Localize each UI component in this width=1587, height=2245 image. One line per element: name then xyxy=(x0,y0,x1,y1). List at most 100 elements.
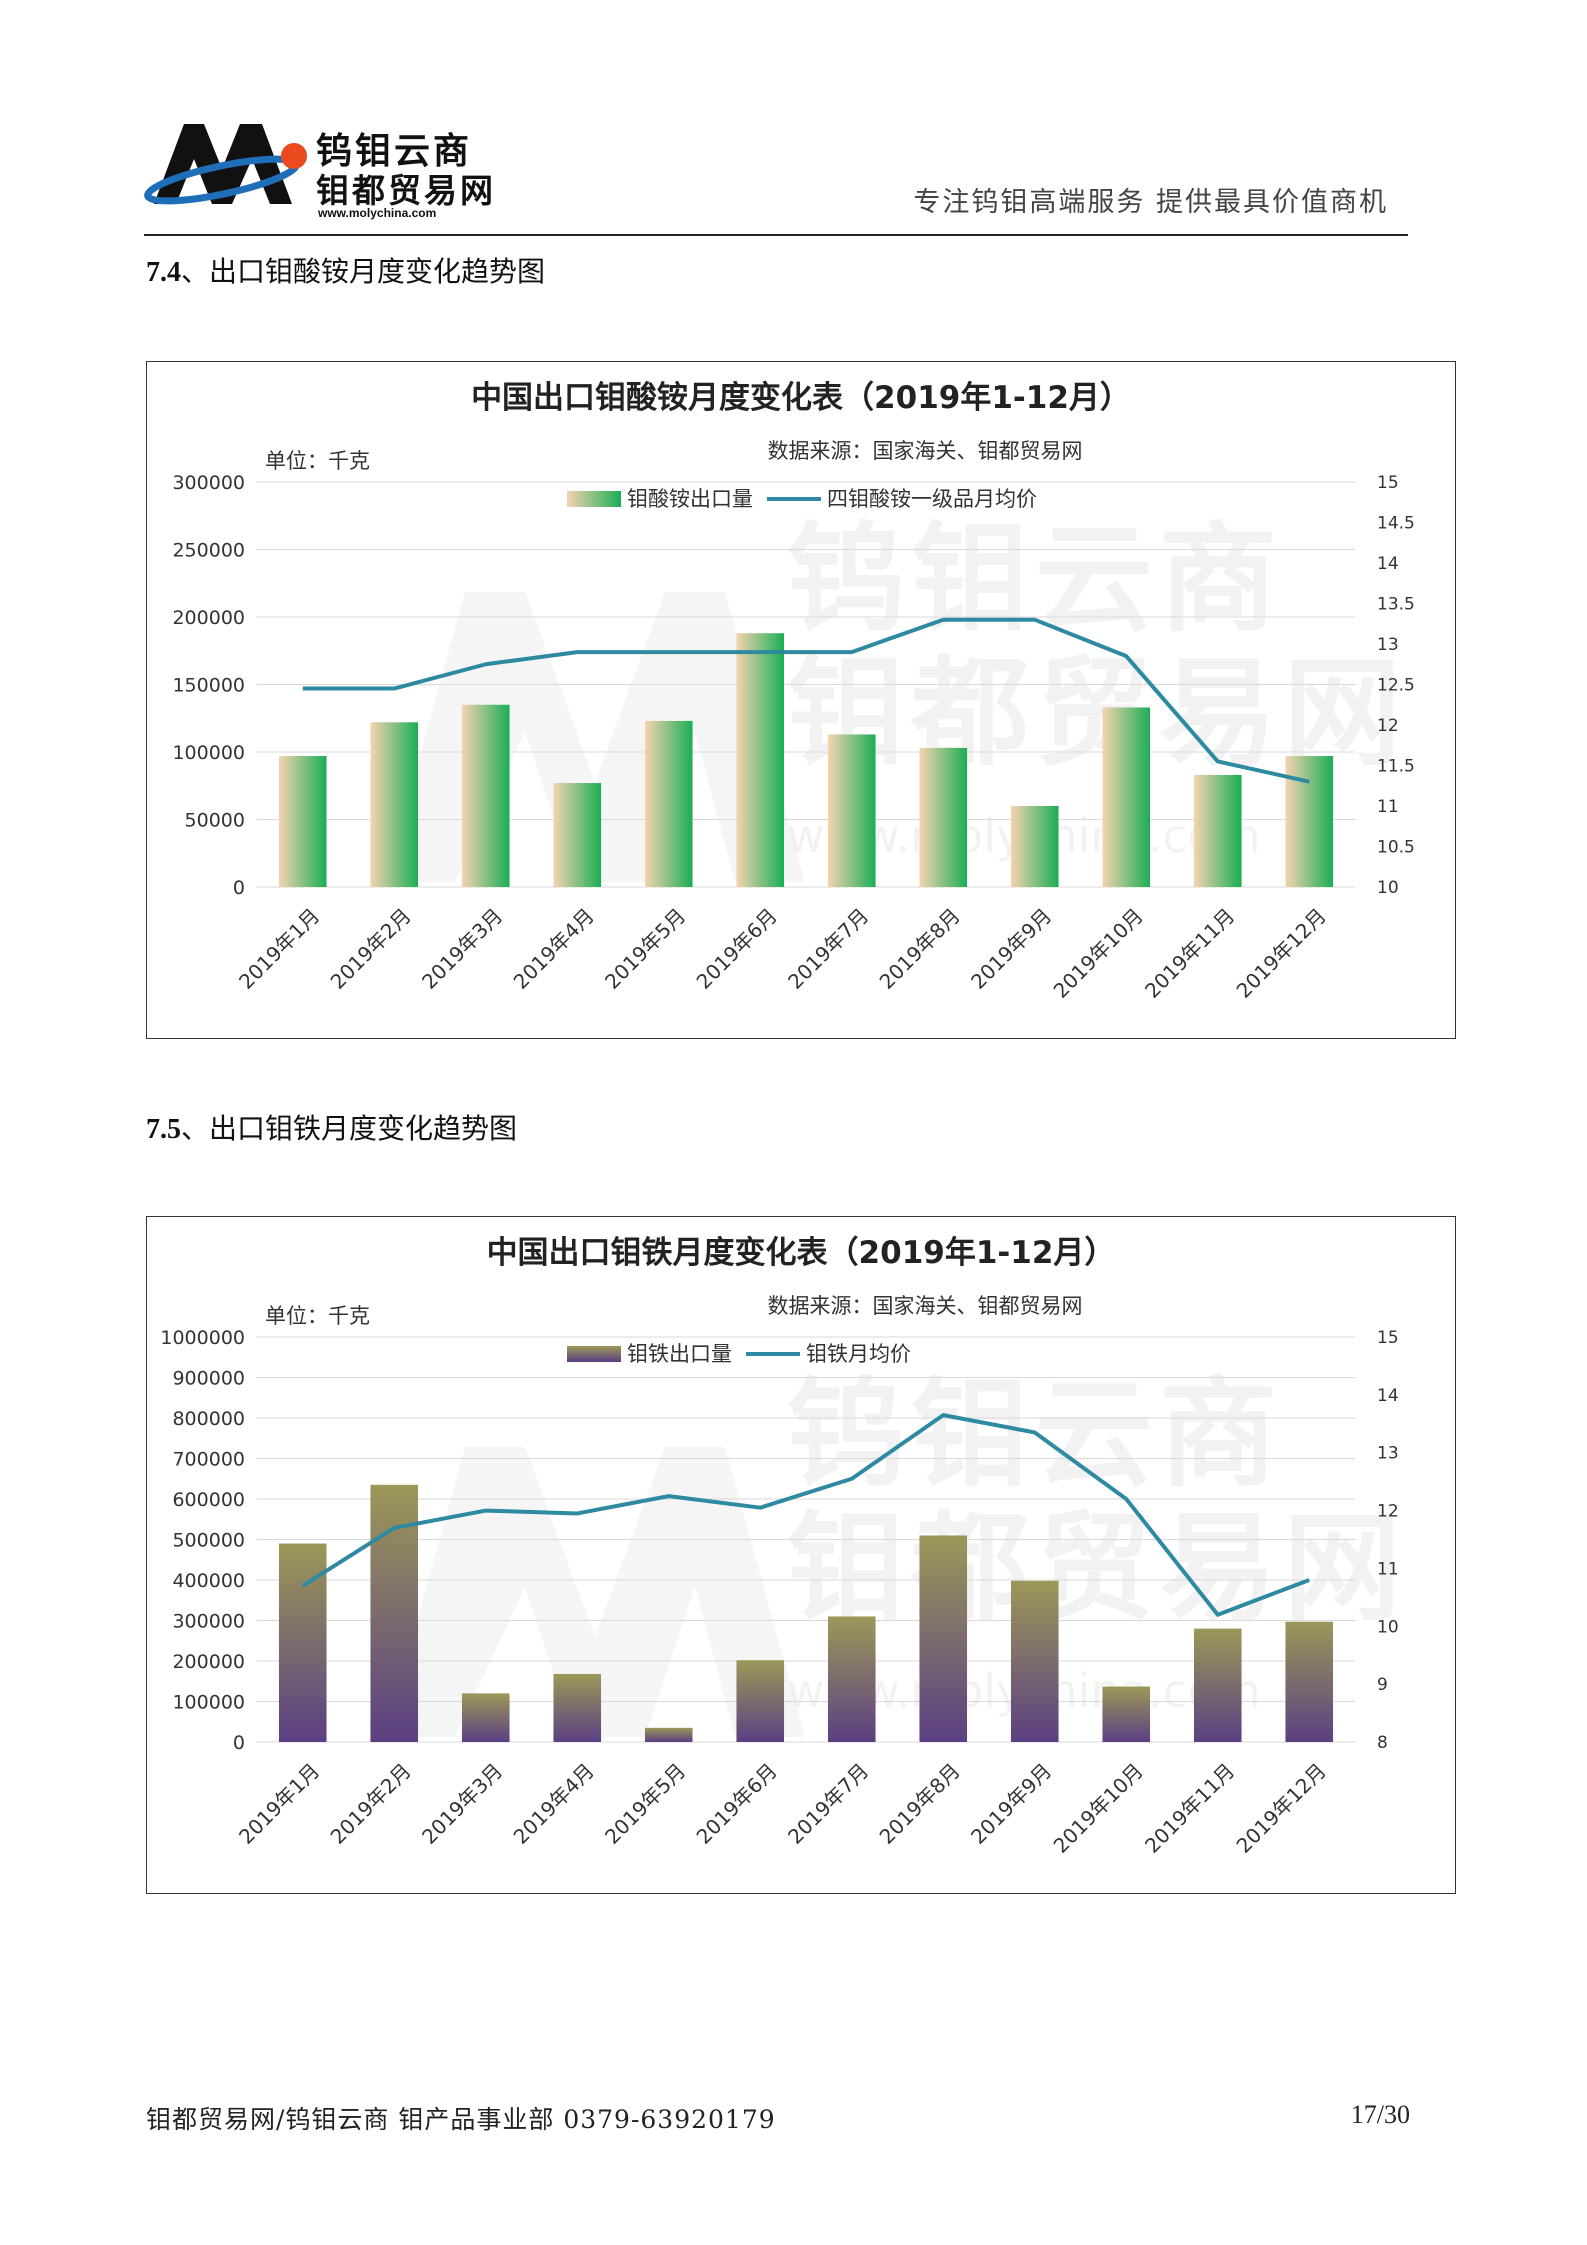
y-left-tick-label: 50000 xyxy=(185,810,245,832)
y-right-tick-label: 14 xyxy=(1377,1386,1399,1406)
bar xyxy=(644,1727,693,1742)
x-tick-label: 2019年12月 xyxy=(1232,1759,1331,1858)
y-right-tick-label: 9 xyxy=(1377,1675,1388,1695)
bar xyxy=(827,1616,876,1742)
bar xyxy=(736,633,785,887)
y-left-tick-label: 900000 xyxy=(172,1368,245,1390)
legend-label: 钼铁出口量 xyxy=(627,1342,732,1366)
legend-label: 钼酸铵出口量 xyxy=(627,487,753,511)
bar xyxy=(553,1673,602,1742)
x-tick-label: 2019年9月 xyxy=(966,1759,1056,1849)
chart-subtitle: 数据来源：国家海关、钼都贸易网 xyxy=(768,439,1083,463)
legend-label: 钼铁月均价 xyxy=(806,1342,911,1366)
price-line xyxy=(302,617,1310,784)
unit-label: 单位：千克 xyxy=(265,449,370,473)
bar xyxy=(1102,707,1151,887)
y-left-tick-label: 1000000 xyxy=(160,1327,245,1349)
x-tick-label: 2019年2月 xyxy=(326,904,416,994)
watermark-logo-icon xyxy=(385,1447,805,1737)
bar xyxy=(1285,756,1334,887)
y-left-tick-label: 100000 xyxy=(172,1692,245,1714)
y-right-tick-label: 14 xyxy=(1377,554,1399,574)
page-number: 17/30 xyxy=(1350,2100,1410,2129)
bar xyxy=(1193,774,1242,887)
bar xyxy=(919,1535,968,1742)
bar xyxy=(461,1693,510,1742)
y-left-tick-label: 800000 xyxy=(172,1408,245,1430)
logo-text-line1: 钨钼云商 xyxy=(316,131,473,172)
bar xyxy=(1010,1580,1059,1742)
y-left-tick-label: 700000 xyxy=(172,1449,245,1471)
y-right-tick-label: 11 xyxy=(1377,797,1399,817)
x-tick-label: 2019年2月 xyxy=(326,1759,416,1849)
y-left-tick-label: 300000 xyxy=(172,472,245,494)
y-right-tick-label: 13 xyxy=(1377,635,1399,655)
y-right-tick-label: 15 xyxy=(1377,1328,1399,1348)
y-left-tick-label: 200000 xyxy=(172,1651,245,1673)
y-right-tick-label: 8 xyxy=(1377,1733,1388,1753)
x-tick-label: 2019年11月 xyxy=(1140,904,1239,1003)
x-tick-label: 2019年5月 xyxy=(600,1759,690,1849)
x-tick-label: 2019年3月 xyxy=(417,904,507,994)
y-right-tick-label: 12 xyxy=(1377,716,1399,736)
y-left-tick-label: 150000 xyxy=(172,675,245,697)
bar xyxy=(370,722,419,887)
logo-text-line2: 钼都贸易网 xyxy=(316,171,496,210)
bar xyxy=(553,783,602,887)
logo-mark-icon xyxy=(144,124,307,205)
y-left-tick-label: 0 xyxy=(233,1732,245,1754)
chart-ammonium-molybdate: 钨钼云商钼都贸易网www.molychina.com中国出口钼酸铵月度变化表（2… xyxy=(172,380,1415,1003)
y-left-tick-label: 300000 xyxy=(172,1611,245,1633)
price-line xyxy=(301,1413,1310,1617)
y-left-tick-label: 500000 xyxy=(172,1530,245,1552)
bar xyxy=(1010,806,1059,887)
y-left-tick-label: 400000 xyxy=(172,1570,245,1592)
bar xyxy=(461,704,510,887)
section-title-7-5: 7.5、出口钼铁月度变化趋势图 xyxy=(146,1107,517,1147)
chart-subtitle: 数据来源：国家海关、钼都贸易网 xyxy=(768,1294,1083,1318)
x-tick-label: 2019年1月 xyxy=(234,1759,324,1849)
x-tick-label: 2019年7月 xyxy=(783,1759,873,1849)
x-tick-label: 2019年1月 xyxy=(234,904,324,994)
x-tick-label: 2019年8月 xyxy=(875,1759,965,1849)
y-right-tick-label: 15 xyxy=(1377,473,1399,493)
x-tick-label: 2019年12月 xyxy=(1232,904,1331,1003)
x-tick-label: 2019年7月 xyxy=(783,904,873,994)
x-tick-label: 2019年9月 xyxy=(966,904,1056,994)
y-left-tick-label: 200000 xyxy=(172,607,245,629)
section-heading: 、出口钼酸铵月度变化趋势图 xyxy=(181,255,546,288)
legend-swatch-bar xyxy=(567,491,621,507)
x-tick-label: 2019年4月 xyxy=(509,1759,599,1849)
bar xyxy=(1193,1628,1242,1742)
section-heading: 、出口钼铁月度变化趋势图 xyxy=(181,1112,518,1145)
bar xyxy=(736,1660,785,1742)
x-tick-label: 2019年4月 xyxy=(509,904,599,994)
bar xyxy=(1102,1686,1151,1742)
bar xyxy=(278,756,327,887)
footer-contact: 钼都贸易网/钨钼云商 钼产品事业部 0379-63920179 xyxy=(146,2105,776,2134)
y-right-tick-label: 10 xyxy=(1377,1617,1399,1637)
chart-ferromolybdenum: 钨钼云商钼都贸易网www.molychina.com中国出口钼铁月度变化表（20… xyxy=(160,1235,1407,1858)
chart-title: 中国出口钼铁月度变化表（2019年1-12月） xyxy=(487,1235,1116,1271)
x-tick-label: 2019年10月 xyxy=(1049,904,1148,1003)
y-right-tick-label: 12.5 xyxy=(1377,676,1415,696)
y-right-tick-label: 12 xyxy=(1377,1502,1399,1522)
header-divider xyxy=(144,234,1408,236)
y-right-tick-label: 13 xyxy=(1377,1444,1399,1464)
chart-frame-ferromolybdenum: 钨钼云商钼都贸易网www.molychina.com中国出口钼铁月度变化表（20… xyxy=(146,1216,1456,1894)
y-right-tick-label: 14.5 xyxy=(1377,514,1415,534)
x-tick-label: 2019年3月 xyxy=(417,1759,507,1849)
x-tick-label: 2019年11月 xyxy=(1140,1759,1239,1858)
bar xyxy=(919,747,968,887)
y-right-tick-label: 11 xyxy=(1377,1559,1399,1579)
bar xyxy=(644,720,693,887)
y-right-tick-label: 13.5 xyxy=(1377,595,1415,615)
y-right-tick-label: 10 xyxy=(1377,878,1399,898)
chart-title: 中国出口钼酸铵月度变化表（2019年1-12月） xyxy=(471,380,1131,416)
section-title-7-4: 7.4、出口钼酸铵月度变化趋势图 xyxy=(146,250,545,290)
x-tick-label: 2019年10月 xyxy=(1049,1759,1148,1858)
watermark-text: 钼都贸易网 xyxy=(787,1499,1407,1637)
bar xyxy=(827,734,876,887)
x-tick-label: 2019年6月 xyxy=(692,904,782,994)
section-number: 7.4 xyxy=(146,257,181,288)
